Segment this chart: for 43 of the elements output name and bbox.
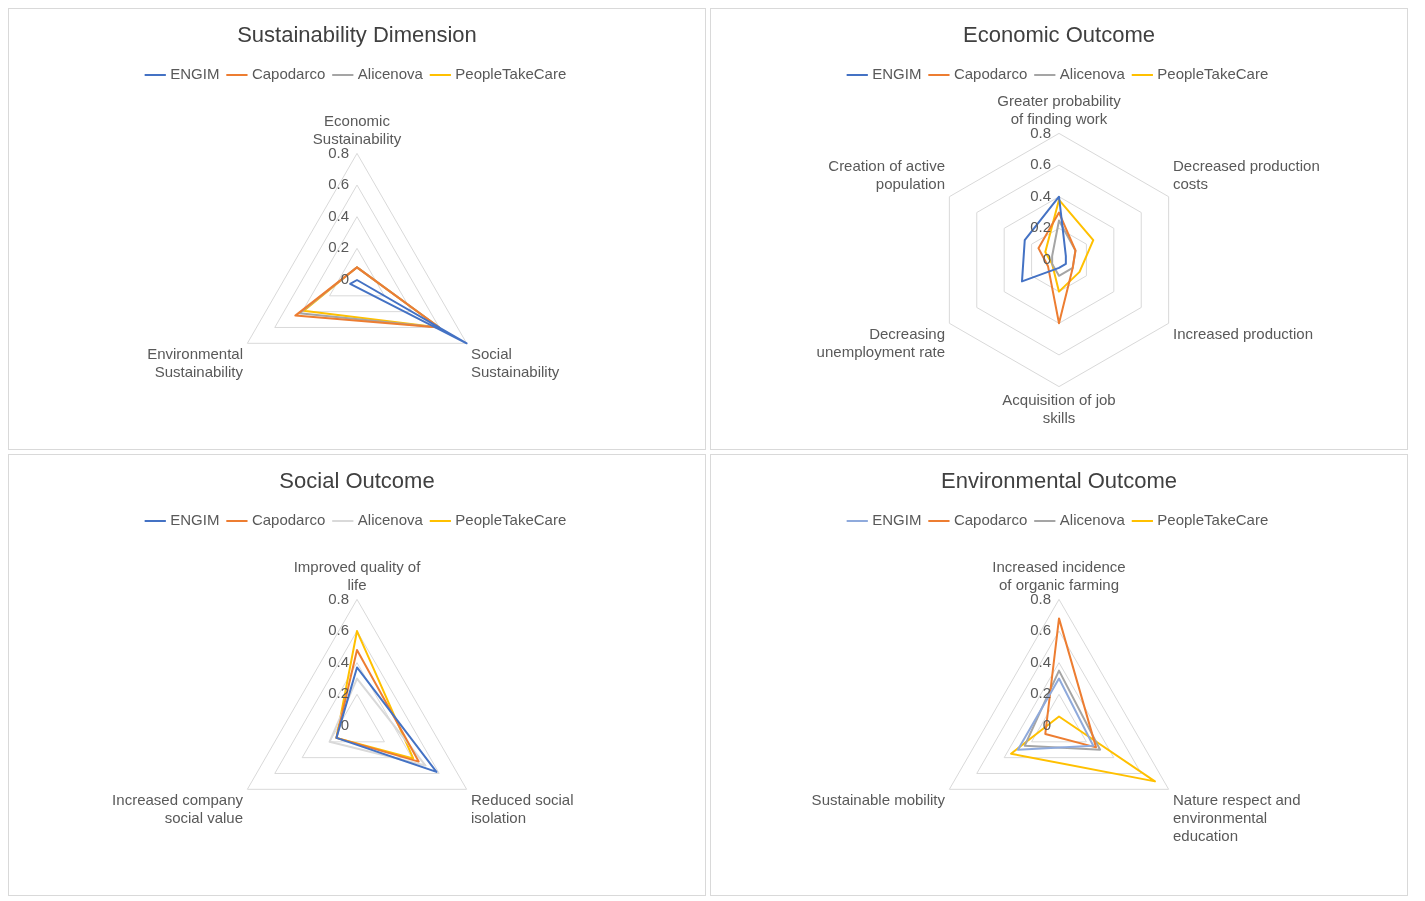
y-tick-label: 0.4	[1030, 652, 1051, 670]
y-tick-label: 0.6	[328, 175, 349, 193]
y-tick-label: 0.4	[1030, 186, 1051, 204]
legend-label: ENGIM	[872, 511, 922, 529]
legend-label: Capodarco	[953, 65, 1028, 83]
spoke-label: Social Sustainability	[470, 344, 560, 380]
y-tick-label: 0	[1042, 250, 1051, 268]
legend-label: ENGIM	[872, 65, 922, 83]
spoke-label: Increased production	[1172, 324, 1314, 342]
legend-label: PeopleTakeCare	[1157, 65, 1269, 83]
legend-label: ENGIM	[170, 511, 220, 529]
y-tick-label: 0	[340, 716, 349, 734]
spoke-label: Decreased production costs	[1172, 157, 1320, 193]
spoke-label: Creation of active population	[828, 157, 946, 193]
y-tick-label: 0.6	[328, 621, 349, 639]
spoke-label: Increased company social value	[112, 790, 244, 826]
chart-title: Social Outcome	[279, 468, 435, 494]
chart-title: Sustainability Dimension	[237, 22, 477, 48]
legend-label: Capodarco	[251, 65, 326, 83]
spoke-label: Reduced social isolation	[470, 790, 574, 826]
legend-label: Alicenova	[357, 65, 424, 83]
spoke-label: Nature respect and environmental education	[1172, 790, 1301, 844]
y-tick-label: 0.6	[1030, 621, 1051, 639]
chart-title: Economic Outcome	[963, 22, 1155, 48]
legend-label: Alicenova	[1059, 511, 1126, 529]
legend-label: PeopleTakeCare	[1157, 511, 1269, 529]
legend-label: Capodarco	[953, 511, 1028, 529]
legend-label: Alicenova	[357, 511, 424, 529]
spoke-label: Acquisition of job skills	[1002, 390, 1116, 426]
legend-label: Capodarco	[251, 511, 326, 529]
y-tick-label: 0	[1042, 716, 1051, 734]
spoke-label: Decreasing unemployment rate	[816, 324, 946, 360]
y-tick-label: 0.6	[1030, 155, 1051, 173]
legend-label: Alicenova	[1059, 65, 1126, 83]
legend-label: PeopleTakeCare	[455, 65, 567, 83]
y-tick-label: 0.4	[328, 206, 349, 224]
y-tick-label: 0.4	[328, 652, 349, 670]
legend-label: ENGIM	[170, 65, 220, 83]
spoke-label: Environmental Sustainability	[147, 344, 244, 380]
y-tick-label: 0.2	[328, 238, 349, 256]
spoke-label: Sustainable mobility	[811, 790, 946, 808]
legend-label: PeopleTakeCare	[455, 511, 567, 529]
chart-title: Environmental Outcome	[941, 468, 1177, 494]
